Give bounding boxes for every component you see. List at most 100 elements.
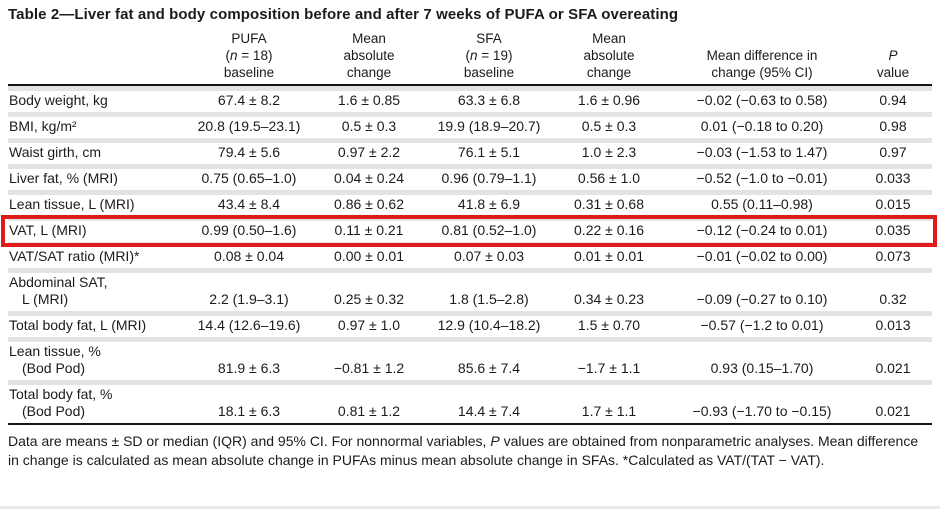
col-header-variable [8, 30, 190, 86]
cell-value: 0.81 (0.52–1.0) [430, 216, 548, 242]
row-label: VAT/SAT ratio (MRI)* [8, 242, 190, 268]
cell-value: 0.01 (−0.18 to 0.20) [670, 112, 854, 138]
cell-value: 0.07 ± 0.03 [430, 242, 548, 268]
cell-value: −0.12 (−0.24 to 0.01) [670, 216, 854, 242]
cell-value: −0.02 (−0.63 to 0.58) [670, 86, 854, 112]
row-label: Body weight, kg [8, 86, 190, 112]
cell-value: 0.5 ± 0.3 [308, 112, 430, 138]
header-line: change [586, 65, 632, 80]
cell-value: 0.021 [854, 337, 932, 380]
footnote-text: values are obtained from nonparametric a… [8, 433, 919, 468]
row-label: VAT, L (MRI) [8, 216, 190, 242]
row-label: BMI, kg/m² [8, 112, 190, 138]
cell-value: 0.99 (0.50–1.6) [190, 216, 308, 242]
header-line: change [346, 65, 392, 80]
col-header-pufa-change: Mean absolute change [308, 30, 430, 86]
cell-value: 0.86 ± 0.62 [308, 190, 430, 216]
footnote-text: Data are means ± SD or median (IQR) and … [8, 433, 491, 449]
header-line: PUFA [231, 31, 267, 46]
cell-value: −0.93 (−1.70 to −0.15) [670, 380, 854, 423]
cell-value: 1.6 ± 0.85 [308, 86, 430, 112]
header-line: absolute [583, 48, 635, 63]
cell-value: 79.4 ± 5.6 [190, 138, 308, 164]
footnote-italic-p: P [490, 433, 500, 449]
row-label: Liver fat, % (MRI) [8, 164, 190, 190]
cell-value: 0.96 (0.79–1.1) [430, 164, 548, 190]
header-line: absolute [343, 48, 395, 63]
cell-value: −0.52 (−1.0 to −0.01) [670, 164, 854, 190]
cell-value: 0.04 ± 0.24 [308, 164, 430, 190]
cell-value: 0.34 ± 0.23 [548, 268, 670, 311]
row-label: Abdominal SAT, L (MRI) [8, 268, 190, 311]
cell-value: 0.97 [854, 138, 932, 164]
cell-value: 0.81 ± 1.2 [308, 380, 430, 423]
table-row: Total body fat, % (Bod Pod) 18.1 ± 6.3 0.81… [8, 380, 932, 423]
bottom-edge-line [0, 506, 940, 509]
cell-value: 1.7 ± 1.1 [548, 380, 670, 423]
row-label: Waist girth, cm [8, 138, 190, 164]
data-table: PUFA (n = 18) baseline Mean absolute cha… [8, 30, 932, 425]
table-row: Total body fat, L (MRI) 14.4 (12.6–19.6) 0… [8, 311, 932, 337]
cell-value: 14.4 (12.6–19.6) [190, 311, 308, 337]
row-label: Total body fat, % (Bod Pod) [8, 380, 190, 423]
header-line: change (95% CI) [711, 65, 813, 80]
cell-value: −0.03 (−1.53 to 1.47) [670, 138, 854, 164]
cell-value: 0.56 ± 1.0 [548, 164, 670, 190]
cell-value: 12.9 (10.4–18.2) [430, 311, 548, 337]
row-label: Lean tissue, L (MRI) [8, 190, 190, 216]
cell-value: 18.1 ± 6.3 [190, 380, 308, 423]
table-body: Body weight, kg 67.4 ± 8.2 1.6 ± 0.85 63.3 … [8, 86, 932, 423]
table-row: Lean tissue, % (Bod Pod) 81.9 ± 6.3 −0.81 ±… [8, 337, 932, 380]
cell-value: 0.015 [854, 190, 932, 216]
table-row: Body weight, kg 67.4 ± 8.2 1.6 ± 0.85 63.3 … [8, 86, 932, 112]
cell-value: 67.4 ± 8.2 [190, 86, 308, 112]
cell-value: 0.00 ± 0.01 [308, 242, 430, 268]
cell-value: 0.021 [854, 380, 932, 423]
cell-value: −0.81 ± 1.2 [308, 337, 430, 380]
cell-value: 0.75 (0.65–1.0) [190, 164, 308, 190]
col-header-sfa-baseline: SFA (n = 19) baseline [430, 30, 548, 86]
cell-value: 0.31 ± 0.68 [548, 190, 670, 216]
table-title: Table 2—Liver fat and body composition b… [8, 6, 679, 23]
cell-value: 41.8 ± 6.9 [430, 190, 548, 216]
cell-value: 0.073 [854, 242, 932, 268]
cell-value: 19.9 (18.9–20.7) [430, 112, 548, 138]
col-header-mean-difference: Mean difference in change (95% CI) [670, 30, 854, 86]
cell-value: 0.11 ± 0.21 [308, 216, 430, 242]
cell-value: 0.013 [854, 311, 932, 337]
cell-value: 63.3 ± 6.8 [430, 86, 548, 112]
cell-value: 0.98 [854, 112, 932, 138]
header-line: (n = 19) [465, 48, 513, 63]
table-row: Liver fat, % (MRI) 0.75 (0.65–1.0) 0.04 ± … [8, 164, 932, 190]
col-header-p-value: P value [854, 30, 932, 86]
table-row: VAT, L (MRI) 0.99 (0.50–1.6) 0.11 ± 0.21 0.… [8, 216, 932, 242]
cell-value: −0.57 (−1.2 to 0.01) [670, 311, 854, 337]
cell-value: 85.6 ± 7.4 [430, 337, 548, 380]
cell-value: 43.4 ± 8.4 [190, 190, 308, 216]
cell-value: 1.0 ± 2.3 [548, 138, 670, 164]
cell-value: 76.1 ± 5.1 [430, 138, 548, 164]
col-header-sfa-change: Mean absolute change [548, 30, 670, 86]
cell-value: 0.55 (0.11–0.98) [670, 190, 854, 216]
header-line: (n = 18) [225, 48, 273, 63]
cell-value: 0.22 ± 0.16 [548, 216, 670, 242]
cell-value: 1.8 (1.5–2.8) [430, 268, 548, 311]
header-line: baseline [463, 65, 515, 80]
cell-value: 0.25 ± 0.32 [308, 268, 430, 311]
table-row: Lean tissue, L (MRI) 43.4 ± 8.4 0.86 ± 0.6… [8, 190, 932, 216]
cell-value: 0.32 [854, 268, 932, 311]
cell-value: 0.97 ± 2.2 [308, 138, 430, 164]
cell-value: 2.2 (1.9–3.1) [190, 268, 308, 311]
cell-value: −0.09 (−0.27 to 0.10) [670, 268, 854, 311]
cell-value: −1.7 ± 1.1 [548, 337, 670, 380]
cell-value: 0.5 ± 0.3 [548, 112, 670, 138]
cell-value: 0.035 [854, 216, 932, 242]
cell-value: 0.033 [854, 164, 932, 190]
row-label: Total body fat, L (MRI) [8, 311, 190, 337]
cell-value: 0.97 ± 1.0 [308, 311, 430, 337]
header-line: P [888, 48, 898, 63]
header-line: Mean [592, 31, 626, 46]
header-line: Mean [352, 31, 386, 46]
cell-value: 14.4 ± 7.4 [430, 380, 548, 423]
